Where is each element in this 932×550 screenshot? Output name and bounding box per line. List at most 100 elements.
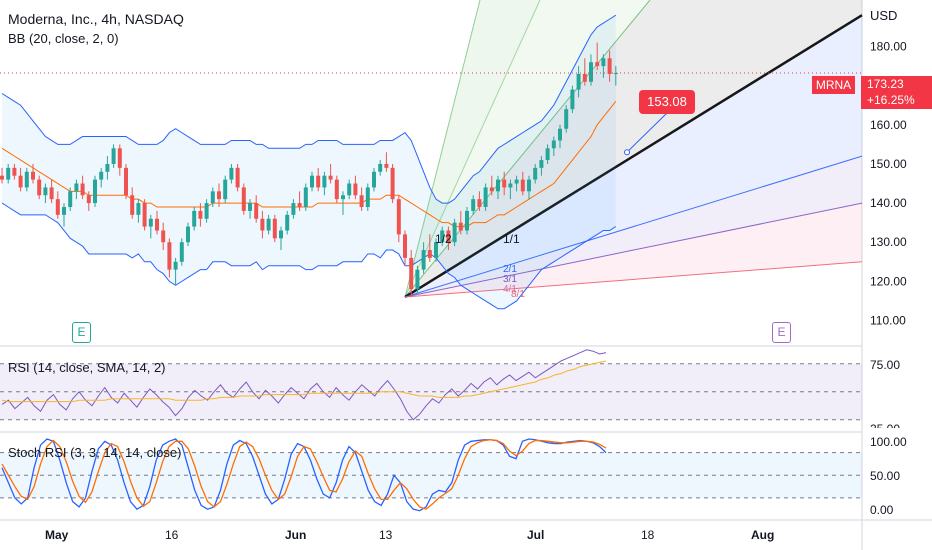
price-tick: 150.00 [870,157,907,171]
candle-body [607,58,612,74]
candle-body [365,187,370,208]
candle-body [93,179,97,204]
bb-upper-line [1,14,617,204]
bb-lower-line [1,202,617,310]
symbol-title[interactable]: Moderna, Inc., 4h, NASDAQ [8,11,184,27]
candle-body [31,171,35,180]
fan-label-3-1: 3/1 [503,274,517,285]
change-percent: +16.25% [861,92,932,109]
candle-body [248,203,252,211]
bb-indicator-label[interactable]: BB (20, close, 2, 0) [8,31,119,46]
candle-body [434,242,438,258]
last-price: 173.23 [861,76,932,93]
candle-body [192,210,197,227]
candle-body [334,179,339,200]
stoch-rsi-pane[interactable] [0,438,862,512]
candle-body [272,218,277,239]
rsi-ma-line [1,360,607,403]
candle-body [589,62,593,82]
rsi-tick-25: 25.00 [870,421,900,428]
candle-body [6,167,11,180]
candle-body [601,58,606,67]
candle-body [316,175,321,188]
candle-body [303,187,308,208]
candle-body [260,218,265,231]
candle-body [105,163,110,172]
candlestick-series[interactable] [0,42,618,298]
stoch-tick-50: 50.00 [870,469,901,483]
drawings[interactable] [0,72,862,156]
candle-body [533,167,538,180]
x-label-16: 16 [165,528,179,542]
candle-body [68,191,73,208]
stoch-d-line [1,439,607,510]
candle-body [520,179,525,192]
rsi-line [1,349,607,421]
candle-body [130,195,135,215]
candle-body [266,218,271,231]
candle-body [576,73,581,90]
candle-body [43,187,48,196]
candle-body [142,203,147,227]
candle-body [458,222,463,231]
x-label-jun: Jun [285,528,307,542]
x-label-jul: Jul [527,528,545,542]
candle-body [372,171,376,188]
candle-body [341,195,345,200]
candle-body [55,199,60,215]
candle-body [86,195,91,204]
fan-zone [405,15,862,298]
candle-body [124,167,128,196]
candle-body [427,250,432,258]
candle-body [378,163,383,172]
fan-line [404,14,863,299]
fan-label-1-1: 1/1 [503,232,520,246]
fan-label-4-1: 4/1 [503,284,517,295]
stoch-tick-100: 100.00 [870,435,907,449]
fan-line [404,0,481,298]
x-label-aug: Aug [751,528,775,542]
price-tick: 140.00 [870,196,907,210]
currency-label: USD [870,8,898,23]
candle-body [291,203,296,215]
x-label-18: 18 [641,528,655,542]
candle-body [514,179,519,184]
rsi-label[interactable]: RSI (14, close, SMA, 14, 2) [8,360,166,375]
candle-body [452,222,457,243]
earnings-marker-may[interactable]: E [72,322,91,343]
candle-body [241,187,246,211]
candle-body [0,175,4,180]
candle-body [204,203,209,219]
candle-body [210,191,215,204]
candle-body [167,242,172,270]
candle-body [595,62,600,67]
candle-body [111,148,116,164]
target-price-label[interactable]: 153.08 [639,90,695,114]
candle-body [229,167,234,180]
candle-body [297,203,302,208]
price-tick: 180.00 [870,40,907,54]
fan-label-8-1: 8/1 [511,289,525,300]
candle-body [564,109,569,129]
candle-body [359,195,364,208]
candle-body [471,199,476,211]
candle-body [403,234,407,258]
candle-body [285,214,290,231]
ticker-badge: MRNA [812,76,855,94]
candle-body [328,175,333,180]
rsi-pane[interactable] [0,349,862,421]
target-anchor [624,149,630,156]
earnings-marker-aug[interactable]: E [772,322,791,343]
candle-body [527,179,531,192]
fan-line [404,0,541,298]
candle-body [49,187,54,200]
stoch-rsi-label[interactable]: Stoch RSI (3, 3, 14, 14, close) [8,445,182,460]
candle-body [353,183,358,196]
fan-label-2-1: 2/1 [503,264,517,275]
candle-body [508,183,513,188]
fan-line [404,0,651,298]
candle-body [186,226,190,243]
candle-body [545,148,550,161]
candle-body [217,191,221,200]
